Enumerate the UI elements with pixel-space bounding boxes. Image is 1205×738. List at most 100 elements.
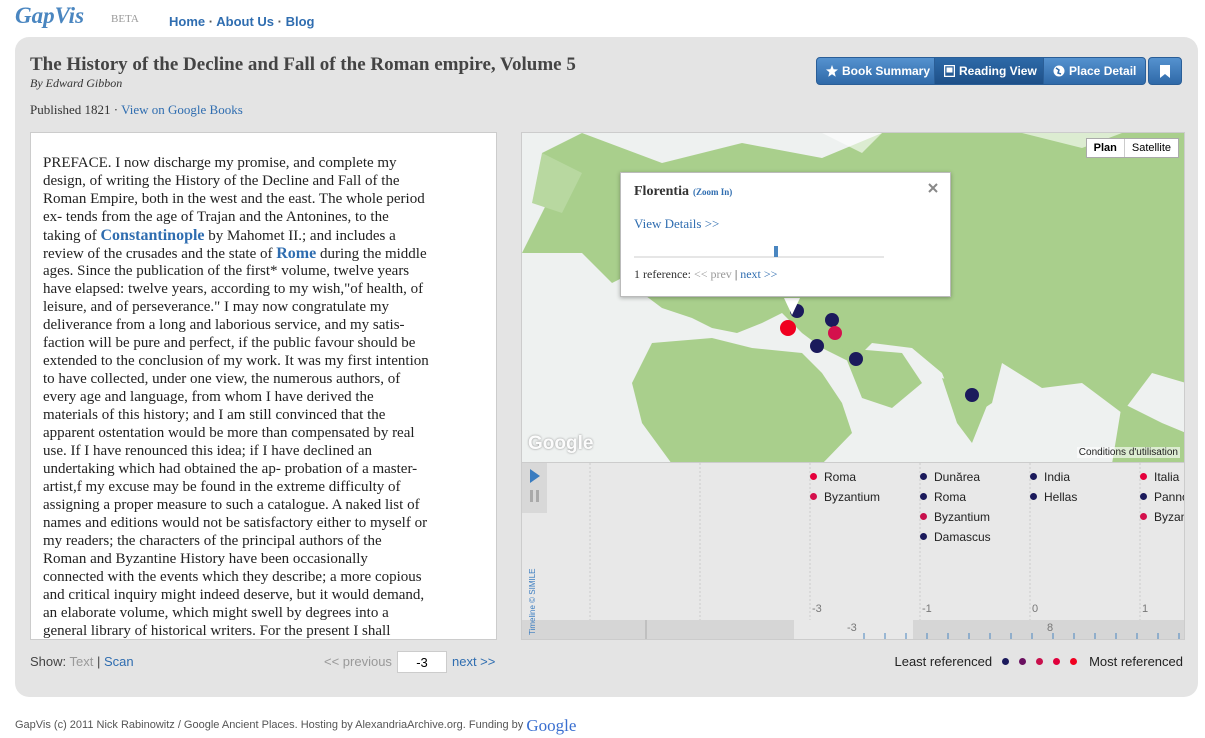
- marker[interactable]: [849, 352, 863, 366]
- nav-separator: ·: [277, 14, 282, 29]
- reference-count: 1 reference:: [634, 267, 691, 281]
- beta-badge: BETA: [111, 13, 139, 25]
- separator: ·: [113, 102, 119, 117]
- event-label: Roma: [824, 470, 857, 484]
- satellite-button[interactable]: Satellite: [1131, 142, 1171, 154]
- event-dot: [1030, 473, 1037, 480]
- timeline-event[interactable]: Damascus: [920, 530, 991, 544]
- terms-link[interactable]: Conditions d'utilisation: [1076, 447, 1180, 458]
- text-segment: review of the crusades and the state of: [43, 246, 277, 262]
- text-line: extended to the conclusion of my work. I…: [43, 353, 429, 369]
- event-dot: [1140, 493, 1147, 500]
- event-dot: [810, 493, 817, 500]
- prev-page[interactable]: << previous: [324, 654, 392, 669]
- reading-view-button[interactable]: Reading View: [934, 57, 1047, 85]
- text-segment: taking of: [43, 228, 101, 244]
- google-attribution: Google: [528, 433, 594, 454]
- place-detail-button[interactable]: Place Detail: [1043, 57, 1147, 85]
- event-label: Italia: [1154, 470, 1180, 484]
- prev-reference[interactable]: << prev: [693, 267, 732, 281]
- next-reference[interactable]: next >>: [740, 267, 778, 281]
- logo[interactable]: GapVis: [15, 3, 85, 28]
- timeline-event[interactable]: Italia: [1140, 470, 1179, 484]
- event-dot: [810, 473, 817, 480]
- button-label: Book Summary: [842, 64, 931, 78]
- text-line: connected with the events which they des…: [43, 569, 422, 585]
- separator: |: [97, 654, 101, 669]
- timeline-event[interactable]: India: [1030, 470, 1070, 484]
- timeline-event[interactable]: Byzan: [1140, 510, 1184, 524]
- text-line: Roman Empire, both in the west and the e…: [43, 191, 425, 207]
- text-line: names and editions would not be satisfac…: [43, 515, 428, 531]
- text-line: have elapsed: twelve years, according to…: [43, 281, 424, 297]
- timeline-tick-label: 0: [1032, 603, 1039, 615]
- page-input[interactable]: -3: [397, 651, 447, 673]
- marker[interactable]: [780, 320, 796, 336]
- reference-slider[interactable]: [634, 245, 886, 259]
- timeline-event[interactable]: Hellas: [1030, 490, 1077, 504]
- marker[interactable]: [828, 326, 842, 340]
- legend-dots: [998, 654, 1083, 669]
- google-books-link[interactable]: View on Google Books: [121, 102, 243, 117]
- book-icon: [944, 65, 955, 77]
- text-line: and critical inquiry might indeed deserv…: [43, 587, 425, 603]
- marker[interactable]: [825, 313, 839, 327]
- text-line: taking of Constantinople by Mahomet II.;…: [43, 227, 396, 245]
- marker[interactable]: [810, 339, 824, 353]
- text-segment: during the middle: [316, 246, 427, 262]
- text-line: review of the crusades and the state of …: [43, 245, 427, 263]
- publication: Published 1821 · View on Google Books: [30, 102, 243, 118]
- text-line: Roman and Byzantine History have been oc…: [43, 551, 368, 567]
- scan-mode[interactable]: Scan: [104, 654, 134, 669]
- view-details-link[interactable]: View Details >>: [634, 216, 720, 231]
- timeline-grid: [522, 463, 1184, 639]
- next-page[interactable]: next >>: [452, 654, 496, 669]
- place-link[interactable]: Constantinople: [100, 227, 205, 244]
- bookmark-button[interactable]: [1148, 57, 1182, 85]
- legend-dot: [1002, 658, 1010, 665]
- timeline[interactable]: Timeline © SIMILE Roma Byzantium Dunărea Ro…: [521, 463, 1185, 640]
- legend-dot: [1019, 658, 1027, 665]
- text-line: to have collected, under one view, the n…: [43, 371, 401, 387]
- google-logo: Google: [526, 716, 577, 735]
- footer-text: GapVis (c) 2011 Nick Rabinowitz / Google…: [15, 719, 524, 731]
- overview-window: [794, 620, 913, 639]
- play-pause[interactable]: [522, 463, 547, 513]
- text-line: undertaking which had obtained the ap- p…: [43, 461, 418, 477]
- marker[interactable]: [965, 388, 979, 402]
- show-toggle: Show: Text | Scan: [30, 654, 134, 669]
- map-popup: Florentia (Zoom In) View Details >> 1 re…: [620, 172, 951, 297]
- footer: GapVis (c) 2011 Nick Rabinowitz / Google…: [15, 716, 576, 736]
- timeline-event[interactable]: Roma: [810, 470, 856, 484]
- event-label: Damascus: [934, 530, 991, 544]
- place-link[interactable]: Rome: [276, 245, 317, 262]
- nav-link[interactable]: Blog: [285, 14, 315, 29]
- event-label: India: [1044, 470, 1071, 484]
- nav-link[interactable]: Home: [169, 14, 206, 29]
- reading-text: PREFACE. I now discharge my promise, and…: [30, 132, 497, 640]
- timeline-event[interactable]: Byzantium: [920, 510, 990, 524]
- timeline-event[interactable]: Panno: [1140, 490, 1184, 504]
- popup-pointer: [784, 298, 800, 315]
- text-line: artist,f my excuse may be found in the e…: [43, 479, 401, 495]
- star-icon: [826, 65, 838, 77]
- timeline-controls: [522, 463, 547, 513]
- zoom-link[interactable]: (Zoom In): [692, 187, 733, 197]
- overview-tick-label: 8: [1047, 622, 1054, 634]
- event-label: Byzantium: [824, 490, 881, 504]
- text-line: my readers; the characters of the princi…: [43, 533, 382, 549]
- book-summary-button[interactable]: Book Summary: [816, 57, 941, 85]
- nav-link[interactable]: About Us: [216, 14, 275, 29]
- text-line: leisure, and of perseverance." I may now…: [43, 299, 389, 315]
- button-label: Place Detail: [1069, 64, 1137, 78]
- text-mode[interactable]: Text: [69, 654, 94, 669]
- text-line: ages. Since the publication of the first…: [43, 263, 410, 279]
- timeline-event[interactable]: Dunărea: [920, 470, 980, 484]
- plan-button[interactable]: Plan: [1087, 139, 1125, 157]
- timeline-event[interactable]: Roma: [920, 490, 966, 504]
- close-button[interactable]: [928, 183, 938, 193]
- map-type-control: Plan Satellite: [1085, 138, 1179, 158]
- least-label: Least referenced: [894, 654, 993, 669]
- timeline-event[interactable]: Byzantium: [810, 490, 880, 504]
